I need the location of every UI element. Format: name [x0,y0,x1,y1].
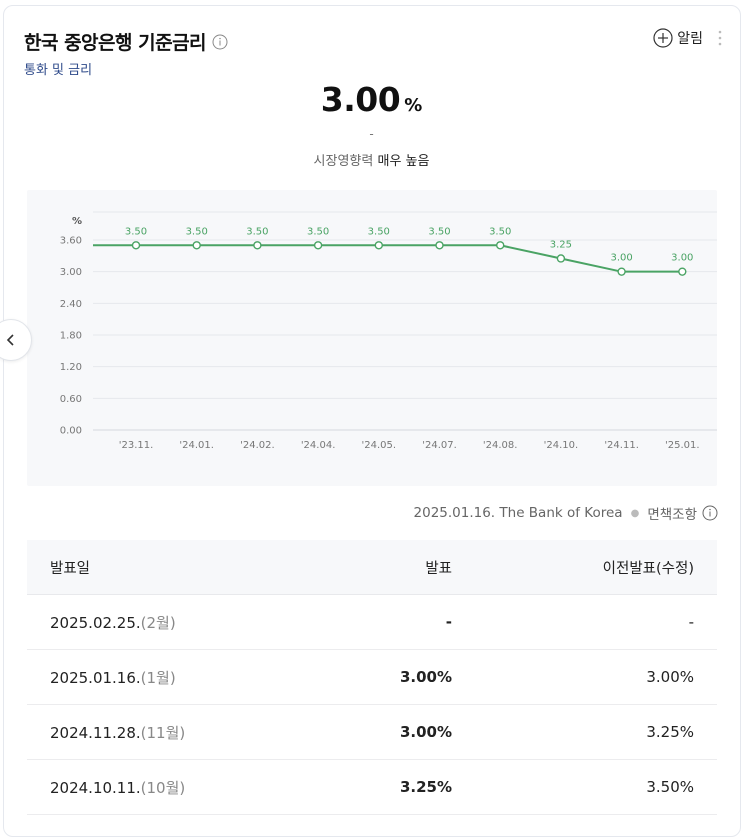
series-line [93,244,683,273]
row-previous: 3.50% [453,759,717,815]
row-date: 2025.01.16.(1월) [27,649,281,705]
data-label: 3.50 [246,226,268,237]
impact-value: 매우 높음 [377,154,430,169]
row-previous: - [453,594,717,650]
y-tick-label: 3.60 [60,236,82,247]
data-label: 3.50 [307,226,329,237]
x-tick-label: '23.11. [119,440,154,451]
source-info: 2025.01.16. The Bank of Korea ● 면책조항 [414,503,718,523]
plus-circle-icon [653,28,673,48]
impact-label: 시장영향력 [313,154,374,169]
month-text: (10월) [140,778,186,797]
y-tick-label: 1.80 [60,331,82,342]
category-link[interactable]: 통화 및 금리 [24,63,93,78]
date-text: 2024.11.28. [50,723,141,742]
month-text: (2월) [140,613,176,632]
current-value-number: 3.00 [320,80,401,119]
data-point [617,267,626,276]
date-text: 2025.01.16. [50,668,141,687]
data-point [192,241,201,250]
info-icon[interactable] [212,34,228,50]
row-date: 2024.11.28.(11월) [27,704,281,760]
data-point [131,241,141,250]
current-value-unit: % [404,95,423,116]
y-tick-label: 3.00 [60,267,82,278]
data-label: 3.25 [550,239,572,250]
announcement-table: 발표일 발표 이전발표(수정) 2025.02.25.(2월) - - 2025… [27,540,717,815]
header-date: 발표일 [27,540,281,595]
x-tick-label: '24.10. [544,440,579,451]
alarm-button[interactable]: 알림 [653,28,703,48]
row-actual: - [281,594,453,650]
table-row: 2025.01.16.(1월) 3.00% 3.00% [27,649,717,705]
table-row: 2024.10.11.(10월) 3.25% 3.50% [27,759,717,815]
data-label: 3.50 [125,226,147,237]
row-date: 2024.10.11.(10월) [27,759,281,815]
alarm-label: 알림 [677,31,703,47]
header-actual: 발표 [281,540,453,595]
data-point [496,241,505,250]
x-tick-label: '24.02. [240,440,275,451]
row-actual: 3.00% [281,649,453,705]
change-value: - [369,127,374,141]
market-impact: 시장영향력 매우 높음 [0,150,743,169]
chart-area: % 3.60 3.00 2.40 1.80 1.20 0.60 0.00 '23.11. '24.… [27,190,717,486]
title-row: 한국 중앙은행 기준금리 [24,28,228,55]
x-tick-label: '25.01. [665,440,700,451]
x-tick-label: '24.08. [483,440,518,451]
more-options-icon[interactable] [717,29,723,47]
data-label: 3.00 [671,253,693,264]
header-previous: 이전발표(수정) [453,540,717,595]
data-label: 3.50 [186,226,208,237]
y-tick-label: 0.60 [60,394,82,405]
row-actual: 3.00% [281,704,453,760]
y-unit-label: % [72,216,82,227]
date-text: 2024.10.11. [50,778,141,797]
month-text: (1월) [140,668,176,687]
data-label: 3.50 [428,226,450,237]
data-point [253,241,262,250]
table-header-row: 발표일 발표 이전발표(수정) [27,540,717,595]
row-previous: 3.00% [453,649,717,705]
source-text: 2025.01.16. The Bank of Korea [413,505,623,521]
data-point [556,254,566,263]
row-date: 2025.02.25.(2월) [27,594,281,650]
chevron-left-icon [6,334,14,346]
rate-line-chart: % 3.60 3.00 2.40 1.80 1.20 0.60 0.00 '23.11. '24.… [60,211,717,451]
x-tick-label: '24.11. [604,440,639,451]
table-row: 2024.11.28.(11월) 3.00% 3.25% [27,704,717,760]
data-point [313,241,323,250]
disclaimer-label: 면책조항 [647,507,697,523]
y-tick-label: 2.40 [60,299,82,310]
disclaimer-link[interactable]: 면책조항 [647,503,718,523]
data-point [678,267,687,276]
row-previous: 3.25% [453,704,717,760]
month-text: (11월) [140,723,186,742]
x-tick-label: '24.05. [362,440,397,451]
x-tick-label: '24.07. [422,440,457,451]
x-tick-label: '24.01. [179,440,214,451]
page-title: 한국 중앙은행 기준금리 [24,32,207,54]
separator-dot: ● [630,507,640,519]
data-label: 3.50 [489,226,511,237]
y-tick-label: 1.20 [60,362,82,373]
y-tick-label: 0.00 [60,426,82,437]
data-label: 3.50 [368,226,390,237]
row-actual: 3.25% [281,759,453,815]
data-point [374,241,383,250]
data-point [435,241,444,250]
data-label: 3.00 [610,253,632,264]
table-row: 2025.02.25.(2월) - - [27,594,717,650]
date-text: 2025.02.25. [50,613,141,632]
current-value: 3.00% [0,80,743,119]
x-tick-label: '24.04. [301,440,336,451]
info-icon [702,505,718,521]
